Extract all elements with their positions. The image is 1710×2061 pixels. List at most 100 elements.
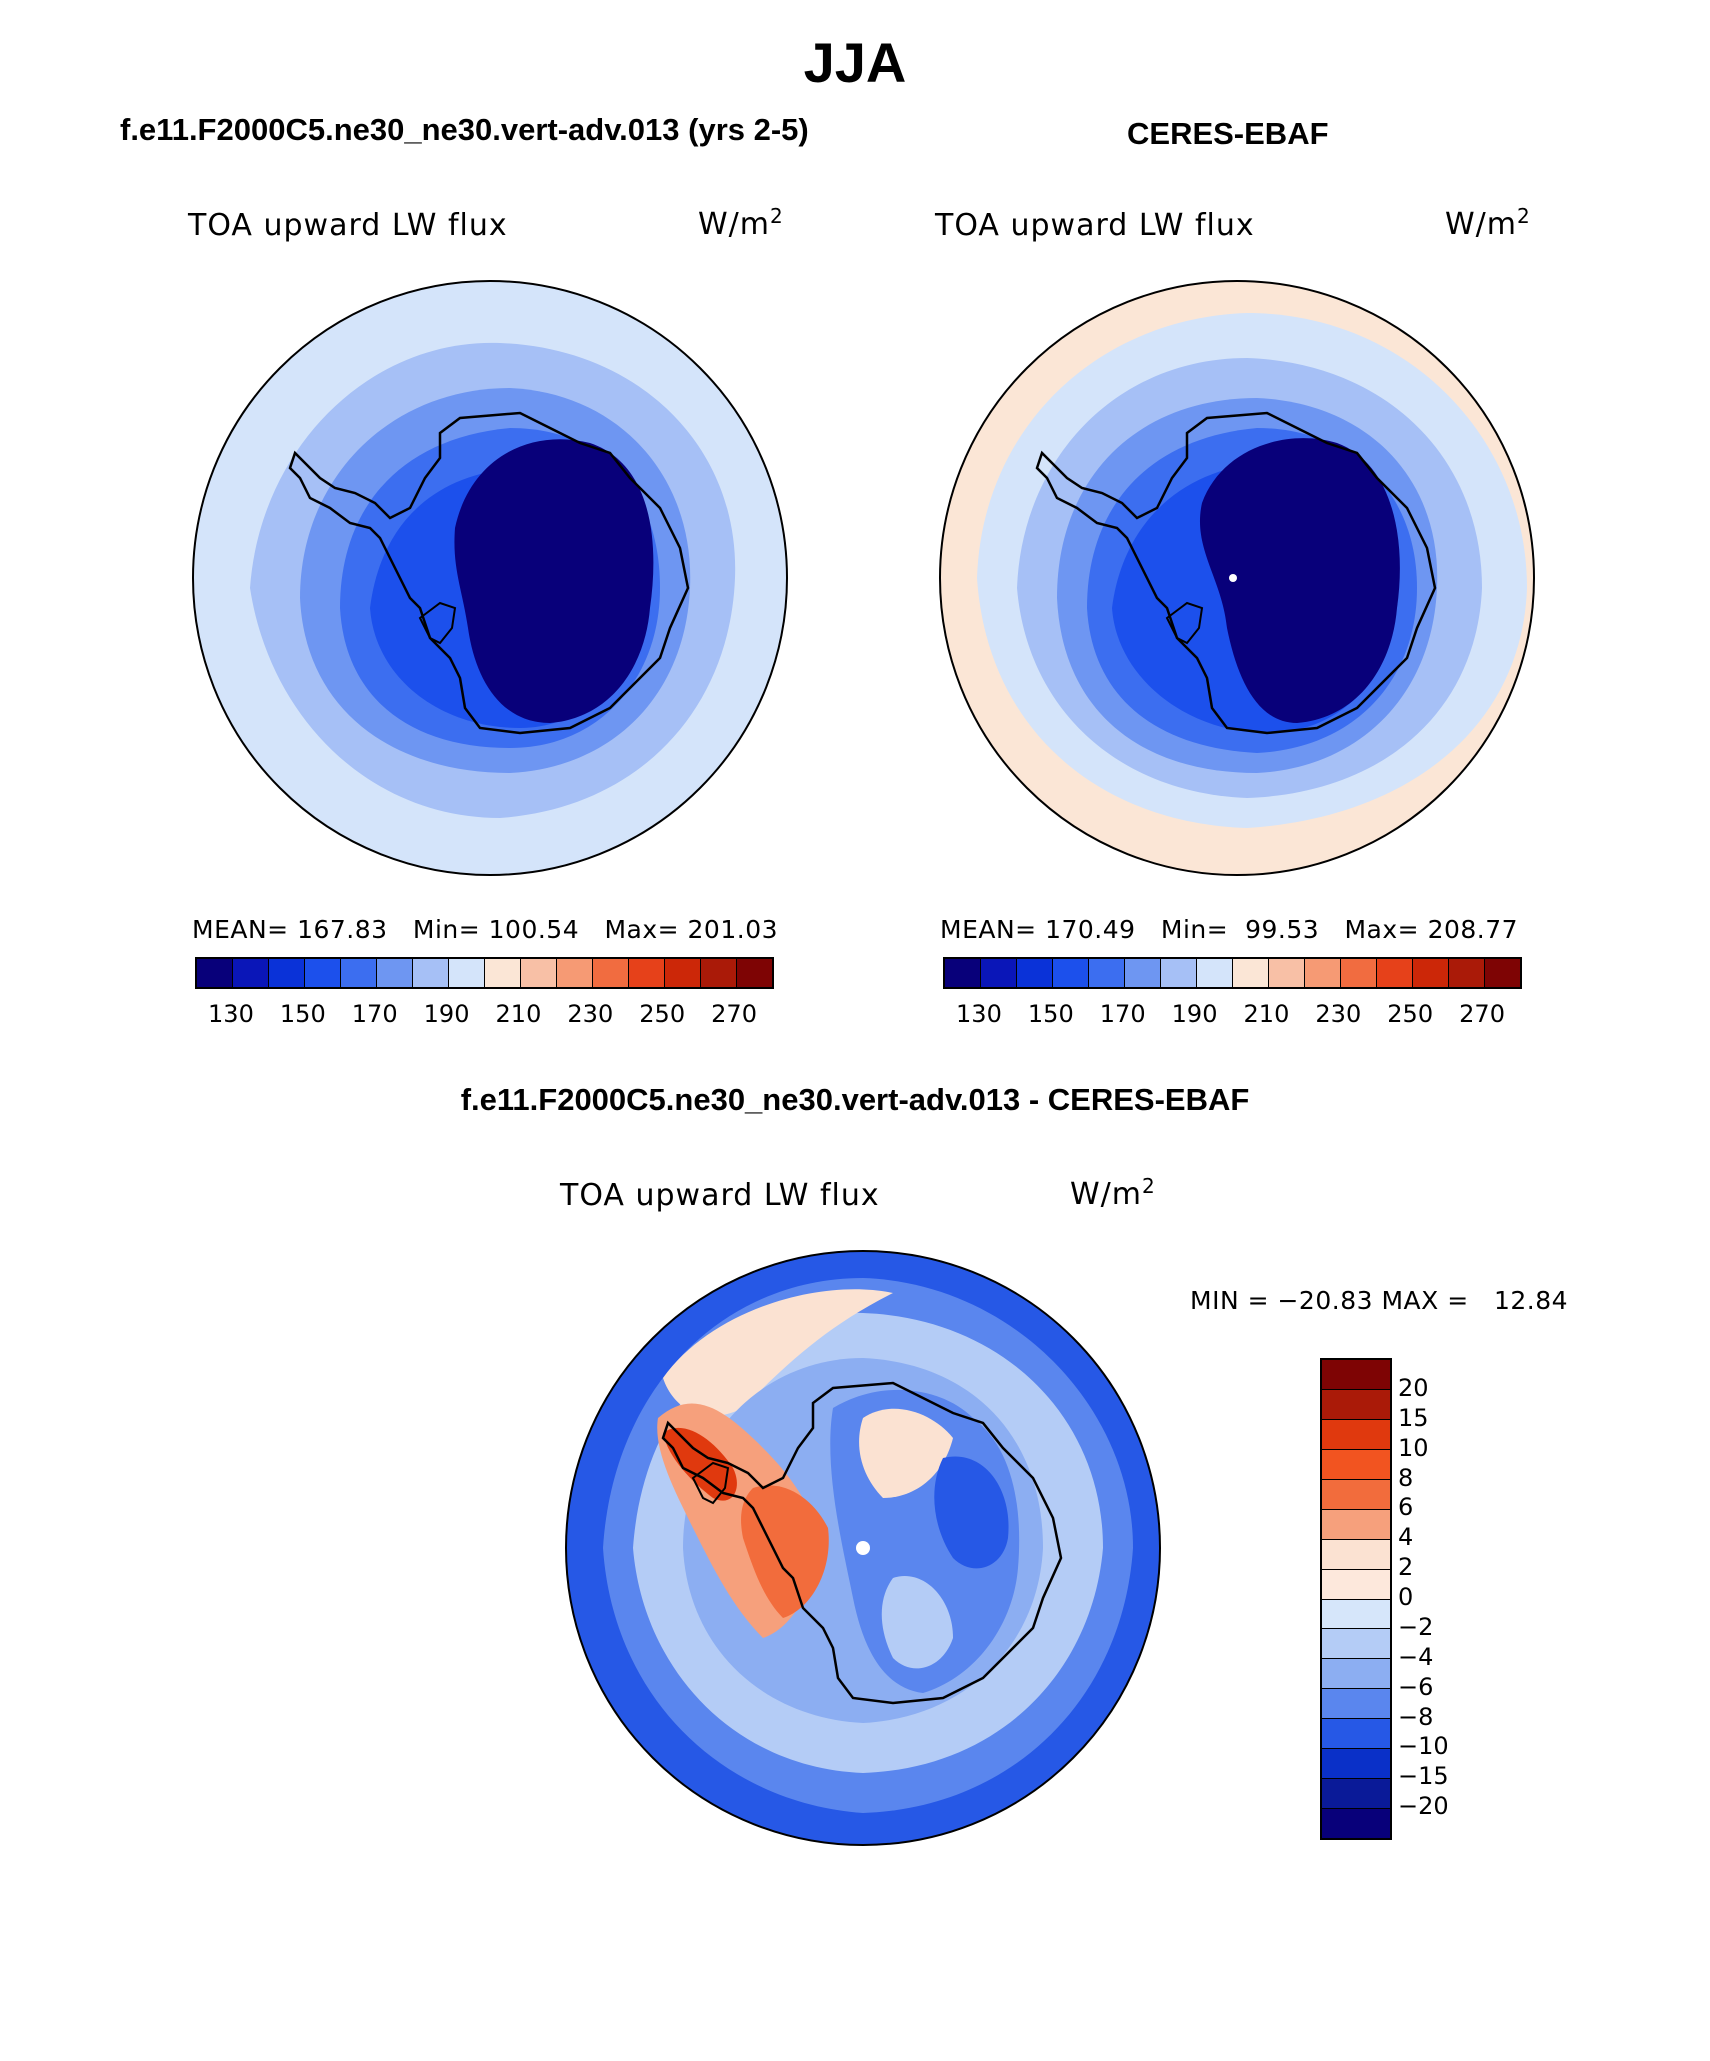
colorbar-swatch (1322, 1509, 1390, 1540)
colorbar-swatch (1322, 1689, 1390, 1720)
colorbar-swatch (197, 959, 233, 987)
colorbar-swatch (1322, 1719, 1390, 1750)
colorbar-tick-label: 190 (1171, 1000, 1218, 1028)
colorbar-tick-label: 2 (1398, 1553, 1414, 1582)
colorbar-swatch (701, 959, 737, 987)
left-panel-variable: TOA upward LW flux (188, 208, 508, 243)
colorbar-swatch (1233, 959, 1269, 987)
colorbar-tick-label: 270 (711, 1000, 757, 1028)
colorbar-swatch (1322, 1389, 1390, 1420)
colorbar-swatch (233, 959, 269, 987)
colorbar-swatch (1125, 959, 1161, 987)
colorbar-swatch (1377, 959, 1413, 987)
colorbar-swatch (1413, 959, 1449, 987)
left-panel-subtitle: f.e11.F2000C5.ne30_ne30.vert-adv.013 (yr… (120, 112, 809, 147)
right-polar-map (939, 280, 1535, 876)
colorbar-swatch (665, 959, 701, 987)
colorbar-swatch (1322, 1779, 1390, 1810)
colorbar-swatch (485, 959, 521, 987)
right-panel-subtitle: CERES-EBAF (1127, 116, 1329, 151)
colorbar-tick-label: 190 (423, 1000, 470, 1028)
right-colorbar-ticks: 130 150 170 190 210 230 250 270 (943, 1000, 1518, 1030)
colorbar-tick-label: 150 (279, 1000, 326, 1028)
colorbar-swatch (1449, 959, 1485, 987)
colorbar-tick-label: 4 (1398, 1523, 1414, 1552)
colorbar-tick-label: 250 (639, 1000, 686, 1028)
colorbar-swatch (449, 959, 485, 987)
colorbar-swatch (737, 959, 772, 987)
colorbar-swatch (557, 959, 593, 987)
colorbar-swatch (1322, 1599, 1390, 1630)
colorbar-tick-label: −8 (1398, 1702, 1434, 1731)
colorbar-swatch (1089, 959, 1125, 987)
diff-polar-map (565, 1250, 1161, 1846)
colorbar-tick-label: 130 (208, 1000, 254, 1028)
diff-panel-subtitle: f.e11.F2000C5.ne30_ne30.vert-adv.013 - C… (460, 1082, 1250, 1117)
colorbar-swatch (377, 959, 413, 987)
colorbar-swatch (305, 959, 341, 987)
colorbar-swatch (1322, 1360, 1390, 1390)
colorbar-tick-label: −2 (1398, 1612, 1434, 1641)
colorbar-swatch (1197, 959, 1233, 987)
colorbar-tick-label: 20 (1398, 1373, 1429, 1402)
colorbar-tick-label: 8 (1398, 1463, 1414, 1492)
colorbar-tick-label: 210 (495, 1000, 542, 1028)
colorbar-swatch (1305, 959, 1341, 987)
colorbar-tick-label: −6 (1398, 1672, 1434, 1701)
colorbar-tick-label: 170 (351, 1000, 398, 1028)
colorbar-swatch (981, 959, 1017, 987)
colorbar-swatch (1341, 959, 1377, 987)
left-colorbar (195, 957, 774, 989)
diff-panel-variable: TOA upward LW flux (560, 1178, 880, 1213)
colorbar-tick-label: 170 (1099, 1000, 1146, 1028)
colorbar-tick-label: 210 (1243, 1000, 1290, 1028)
colorbar-swatch (1322, 1569, 1390, 1600)
diff-colorbar-ticks: 20 15 10 8 6 4 2 0 −2 −4 −6 −8 −10 −15 −20 (1398, 1358, 1478, 1836)
colorbar-tick-label: −4 (1398, 1642, 1434, 1671)
colorbar-swatch (1322, 1479, 1390, 1510)
left-panel-unit: W/m2 (698, 204, 784, 242)
diff-panel-minmax: MIN = −20.83 MAX = 12.84 (1190, 1286, 1569, 1315)
colorbar-swatch (1322, 1539, 1390, 1570)
right-colorbar (943, 957, 1522, 989)
left-polar-map (192, 280, 788, 876)
colorbar-swatch (945, 959, 981, 987)
diff-panel-unit: W/m2 (1070, 1174, 1156, 1212)
colorbar-swatch (269, 959, 305, 987)
colorbar-swatch (1322, 1809, 1390, 1838)
colorbar-tick-label: 10 (1398, 1433, 1429, 1462)
colorbar-swatch (1322, 1419, 1390, 1450)
colorbar-tick-label: 6 (1398, 1493, 1414, 1522)
colorbar-tick-label: 230 (1315, 1000, 1362, 1028)
colorbar-swatch (1161, 959, 1197, 987)
colorbar-swatch (629, 959, 665, 987)
right-panel-unit: W/m2 (1445, 204, 1531, 242)
colorbar-swatch (1269, 959, 1305, 987)
right-panel-stats: MEAN= 170.49 Min= 99.53 Max= 208.77 (940, 915, 1519, 944)
colorbar-tick-label: 230 (567, 1000, 614, 1028)
colorbar-tick-label: −10 (1398, 1732, 1449, 1761)
colorbar-swatch (1053, 959, 1089, 987)
colorbar-tick-label: −15 (1398, 1762, 1449, 1791)
colorbar-swatch (1322, 1449, 1390, 1480)
colorbar-swatch (1485, 959, 1520, 987)
colorbar-tick-label: −20 (1398, 1792, 1449, 1821)
colorbar-swatch (521, 959, 557, 987)
colorbar-tick-label: 130 (956, 1000, 1002, 1028)
colorbar-tick-label: 150 (1027, 1000, 1074, 1028)
colorbar-swatch (1017, 959, 1053, 987)
colorbar-swatch (1322, 1749, 1390, 1780)
colorbar-swatch (341, 959, 377, 987)
colorbar-swatch (413, 959, 449, 987)
left-colorbar-ticks: 130 150 170 190 210 230 250 270 (195, 1000, 770, 1030)
diff-colorbar (1320, 1358, 1392, 1840)
colorbar-swatch (593, 959, 629, 987)
colorbar-swatch (1322, 1659, 1390, 1690)
colorbar-swatch (1322, 1629, 1390, 1660)
colorbar-tick-label: 250 (1387, 1000, 1434, 1028)
left-panel-stats: MEAN= 167.83 Min= 100.54 Max= 201.03 (192, 915, 779, 944)
colorbar-tick-label: 0 (1398, 1583, 1414, 1611)
colorbar-tick-label: 15 (1398, 1403, 1429, 1432)
main-title: JJA (803, 31, 907, 94)
right-panel-variable: TOA upward LW flux (935, 208, 1255, 243)
